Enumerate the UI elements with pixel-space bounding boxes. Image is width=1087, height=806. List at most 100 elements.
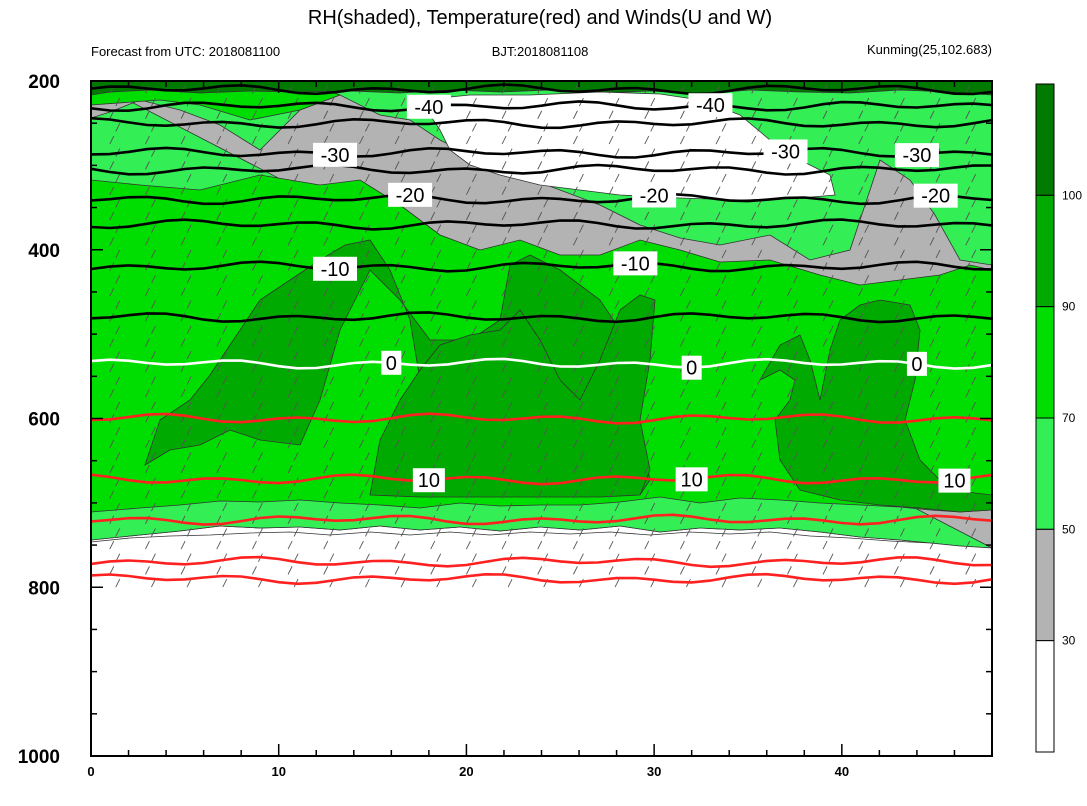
wind-barb [893,566,899,575]
wind-barb [323,186,329,195]
wind-barb [252,338,257,347]
wind-barb [757,502,763,512]
wind-barb [359,338,364,347]
wind-barb [400,452,406,461]
wind-barb [543,199,549,208]
wind-barb [293,553,299,562]
contour-label: -10 [321,259,350,281]
wind-barb [893,490,899,499]
wind-barb [573,490,578,499]
wind-barb [822,540,828,550]
wind-barb [145,161,150,170]
wind-barb [644,566,650,575]
wind-barb [394,464,400,474]
wind-barb [929,540,935,550]
wind-barb [715,237,721,246]
wind-barb [864,300,870,309]
wind-barb [394,338,400,347]
wind-barb [501,439,507,449]
wind-barb [359,439,364,449]
wind-barb [329,477,335,486]
wind-barb [323,388,329,398]
contour-label-box [688,93,733,118]
wind-barb [929,287,935,297]
wind-barb [359,464,364,474]
wind-barb [501,85,507,94]
wind-barb [472,502,477,512]
wind-barb [507,502,513,512]
wind-barb [258,502,263,512]
wind-barb [359,211,364,221]
wind-barb [543,325,549,335]
wind-barb [472,351,477,360]
wind-barb [180,135,186,145]
wind-barb [365,528,370,537]
wind-barb [472,528,477,537]
wind-barb [792,351,798,360]
wind-barb [216,490,222,499]
wind-barb [929,110,935,119]
wind-barb [899,300,905,309]
wind-barb [115,123,121,132]
wind-barb [751,338,757,347]
wind-barb [757,376,763,385]
wind-barb [680,186,685,195]
wind-barb [757,528,763,537]
wind-barb [579,376,584,385]
wind-barb [864,123,870,132]
wind-barb [430,313,436,322]
wind-barb [579,275,584,284]
bjt-subtitle: BJT:2018081108 [492,44,589,59]
wind-barb [216,135,222,145]
isotherm-line [91,572,992,586]
wind-barb [893,110,899,119]
contour-label: 0 [686,358,697,380]
wind-barb [436,224,442,233]
wind-barb [400,300,406,309]
wind-barb [287,338,293,347]
wind-barb [579,224,584,233]
wind-barb [686,401,691,411]
wind-barb [822,566,828,575]
wind-barb [507,300,513,309]
wind-barb [222,173,228,183]
wind-barb [680,566,685,575]
wind-barb [715,211,721,221]
wind-barb [329,528,335,537]
wind-barb [822,439,828,449]
wind-barb [222,376,228,385]
colorbar-rh-below-30 [1035,640,1055,753]
wind-barb [858,388,864,398]
wind-barb [899,376,905,385]
wind-barb [145,237,150,246]
wind-barb [400,97,406,107]
wind-barb [258,528,263,537]
wind-barb [472,426,477,436]
wind-barb [858,211,864,221]
wind-barb [252,490,257,499]
wind-barb [216,439,222,449]
wind-barb [858,186,864,195]
wind-barb [216,237,222,246]
wind-barb [686,426,691,436]
wind-barb [359,110,364,119]
wind-barb [686,528,691,537]
wind-barb [258,173,263,183]
wind-barb [365,401,370,411]
wind-barb [864,351,870,360]
wind-barb [965,237,971,246]
wind-barb [864,502,870,512]
wind-barb [145,338,150,347]
wind-barb [608,464,614,474]
wind-barb [971,173,977,183]
wind-barb [507,452,513,461]
wind-barb [151,426,156,436]
wind-barb [792,275,798,284]
wind-barb [858,515,864,524]
wind-barb [436,376,442,385]
wind-barb [180,540,186,550]
wind-barb [680,338,685,347]
wind-barb [721,477,727,486]
wind-barb [686,300,691,309]
wind-barb [929,338,935,347]
